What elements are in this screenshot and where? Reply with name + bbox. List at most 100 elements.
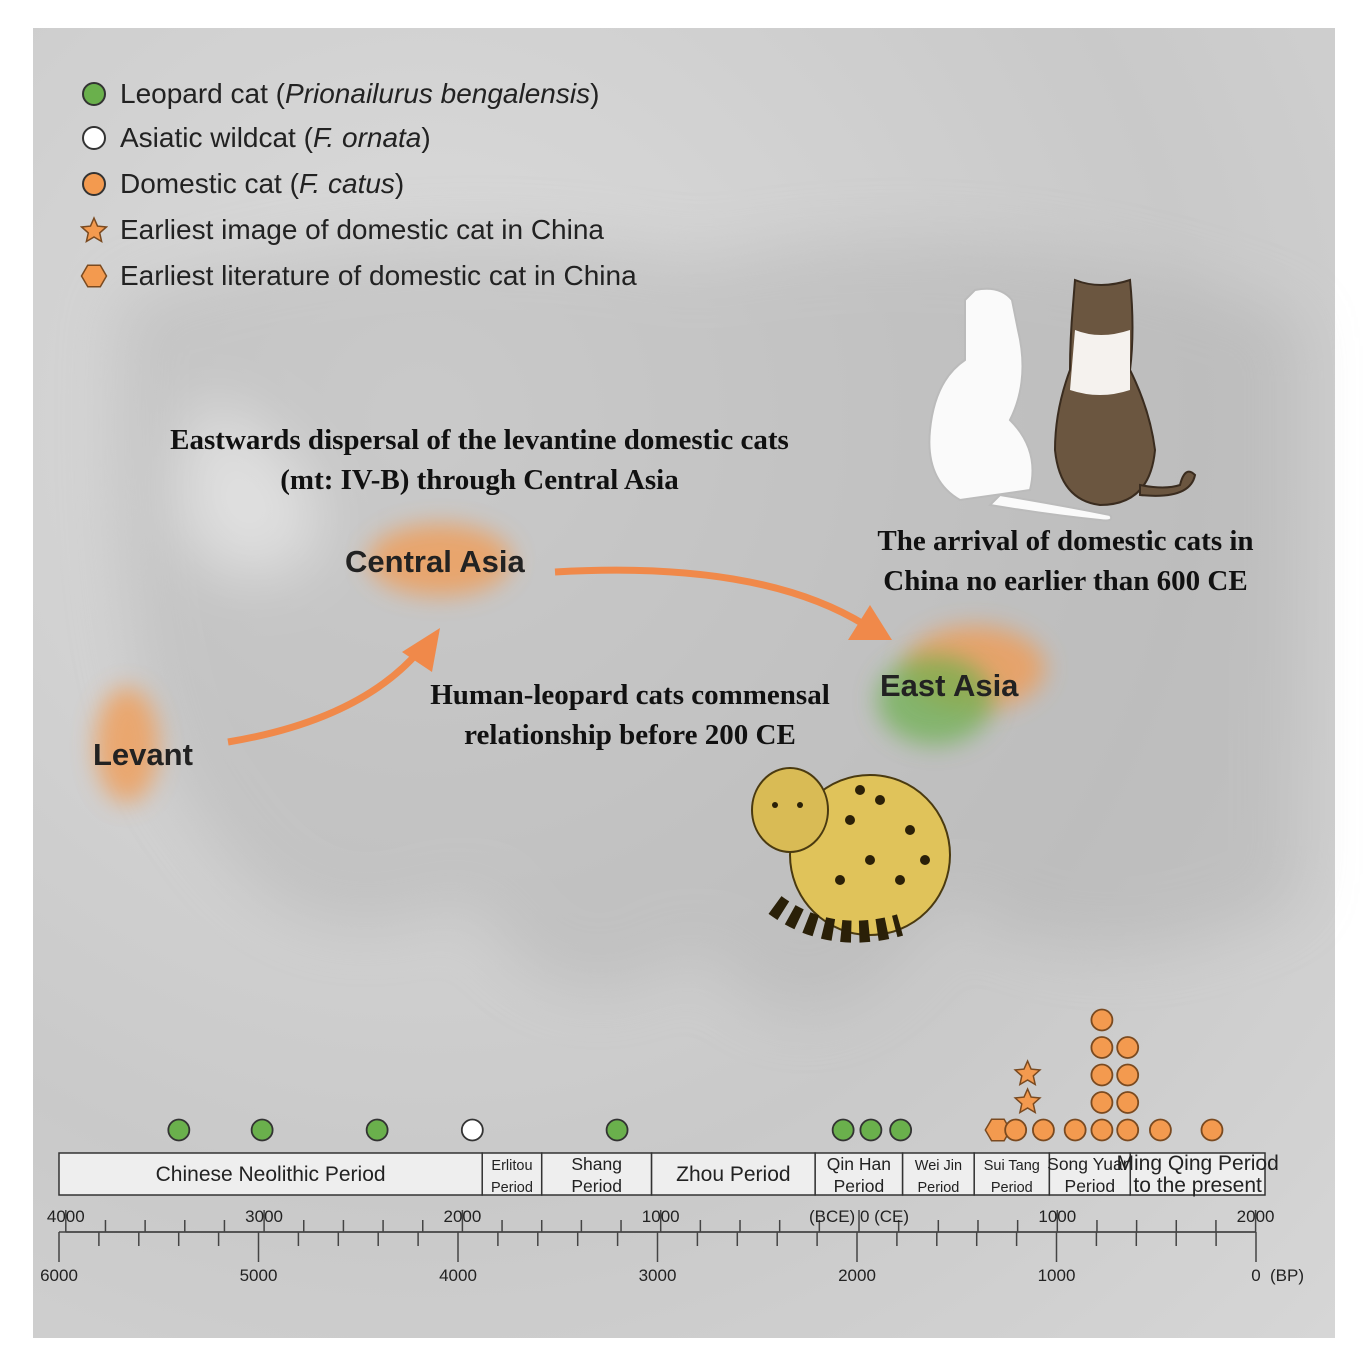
domestic-cat-marker [1090, 1118, 1114, 1142]
commensal-line-1: Human-leopard cats commensal [430, 679, 830, 711]
filled-circle-icon [82, 172, 106, 196]
period-chinese-neolithic-period: Chinese Neolithic Period [58, 1152, 483, 1196]
domestic-cat-marker [1032, 1118, 1055, 1142]
period-label: Zhou Period [676, 1163, 790, 1186]
calendar-tick-label: (BCE) 0 (CE) [809, 1207, 909, 1226]
leopard-cat-marker [889, 1118, 913, 1142]
legend-item-1: Asiatic wildcat (F. ornata) [80, 122, 431, 154]
period-label: Period [834, 1176, 885, 1196]
hexagon-marker-earliest-literature [984, 1118, 1012, 1142]
east-asia-green-blob [877, 655, 993, 745]
period-box [814, 1152, 904, 1196]
period-label: Period [1065, 1176, 1116, 1196]
bp-unit-label: (BP) [1270, 1266, 1304, 1285]
period-label: Erlitou [491, 1158, 532, 1174]
period-label: Period [917, 1180, 959, 1196]
calendar-tick-label: 1000 [642, 1207, 680, 1226]
leopard-cat-marker [167, 1118, 191, 1142]
calendar-tick-label: 4000 [47, 1207, 85, 1226]
arrival-line-1: The arrival of domestic cats in [877, 525, 1254, 557]
domestic-cat-marker [1004, 1118, 1028, 1142]
calendar-tick-label: 3000 [245, 1207, 283, 1226]
period-sui-tang-period: Sui Tang Period [973, 1152, 1051, 1196]
period-label: Qin Han [827, 1154, 891, 1174]
period-box [973, 1152, 1051, 1196]
legend-item-4: Earliest literature of domestic cat in C… [80, 260, 637, 292]
bp-tick-label: 2000 [838, 1266, 876, 1285]
period-box [650, 1152, 816, 1196]
period-erlitou-period: Erlitou Period [481, 1152, 543, 1196]
domestic-cat-marker [1116, 1036, 1140, 1059]
leopard-cat-marker [365, 1118, 389, 1142]
dispersal-annotation: Eastwards dispersal of the levantine dom… [112, 420, 847, 500]
leopard-cat-marker [831, 1118, 855, 1142]
period-label: Period [991, 1180, 1033, 1196]
period-label: Wei Jin [915, 1158, 962, 1174]
period-label: Shang [571, 1154, 622, 1174]
leopard-cat-marker [250, 1118, 274, 1142]
period-box [540, 1152, 653, 1196]
domestic-cat-marker [1149, 1118, 1172, 1142]
domestic-cat-marker [1200, 1118, 1224, 1142]
arrow-levant-to-central-asia [227, 628, 440, 746]
hexagon-shape [80, 264, 108, 288]
region-label-east-asia: East Asia [880, 668, 1019, 703]
circle-shape [82, 126, 106, 150]
legend-label: Domestic cat (F. catus) [120, 168, 405, 199]
star-shape [80, 216, 108, 244]
arrival-line-2: China no earlier than 600 CE [883, 565, 1248, 597]
open-circle-icon [82, 126, 106, 150]
arrival-annotation: The arrival of domestic cats in China no… [838, 521, 1293, 601]
legend-label: Earliest image of domestic cat in China [120, 214, 604, 245]
bp-tick-label: 1000 [1038, 1266, 1076, 1285]
star-icon [80, 216, 108, 244]
calendar-tick-label: 1000 [1038, 1207, 1076, 1226]
legend-label: Leopard cat (Prionailurus bengalensis) [120, 78, 600, 109]
central-asia-blob [368, 524, 512, 596]
legend-item-3: Earliest image of domestic cat in China [80, 214, 604, 246]
period-box [1129, 1152, 1266, 1196]
filled-circle-icon [82, 82, 106, 106]
hexagon-icon [80, 264, 108, 288]
bp-tick-label: 5000 [240, 1266, 278, 1285]
arrow-central-asia-to-east-asia [554, 566, 892, 640]
period-label: Song Yuan [1047, 1154, 1132, 1174]
legend-item-0: Leopard cat (Prionailurus bengalensis) [80, 78, 599, 110]
star-marker-earliest-image [1013, 1059, 1042, 1087]
commensal-annotation: Human-leopard cats commensal relationshi… [390, 675, 870, 755]
calendar-tick-label: 2000 [1237, 1207, 1275, 1226]
white-cat-illustration [928, 287, 1113, 522]
bp-tick-label: 3000 [639, 1266, 677, 1285]
leopard-cat-marker [859, 1118, 883, 1142]
region-label-central-asia: Central Asia [345, 544, 525, 579]
leopard-cat-illustration [751, 767, 951, 943]
period-label: to the present [1133, 1174, 1262, 1197]
legend-label: Earliest literature of domestic cat in C… [120, 260, 637, 291]
domestic-cat-marker [1090, 1091, 1114, 1114]
circle-shape [82, 82, 106, 106]
tabby-cat-illustration [1053, 278, 1197, 507]
commensal-line-2: relationship before 200 CE [464, 719, 796, 751]
region-label-levant: Levant [93, 737, 193, 772]
period-label: Chinese Neolithic Period [156, 1163, 386, 1186]
wildcat-cat-marker [460, 1118, 484, 1142]
domestic-cat-marker [1116, 1118, 1140, 1142]
domestic-cat-marker [1116, 1063, 1140, 1087]
bp-tick-label: 6000 [40, 1266, 78, 1285]
dispersal-line-1: Eastwards dispersal of the levantine dom… [170, 424, 789, 456]
legend-label: Asiatic wildcat (F. ornata) [120, 122, 431, 153]
domestic-cat-marker [1063, 1118, 1087, 1142]
period-label: Period [571, 1176, 622, 1196]
period-wei-jin-period: Wei Jin Period [901, 1152, 975, 1196]
period-label: Sui Tang [984, 1158, 1040, 1174]
bp-tick-label: 4000 [439, 1266, 477, 1285]
domestic-cat-marker [1116, 1091, 1140, 1114]
levant-blob [95, 687, 159, 803]
circle-shape [82, 172, 106, 196]
domestic-cat-marker [1090, 1063, 1114, 1087]
